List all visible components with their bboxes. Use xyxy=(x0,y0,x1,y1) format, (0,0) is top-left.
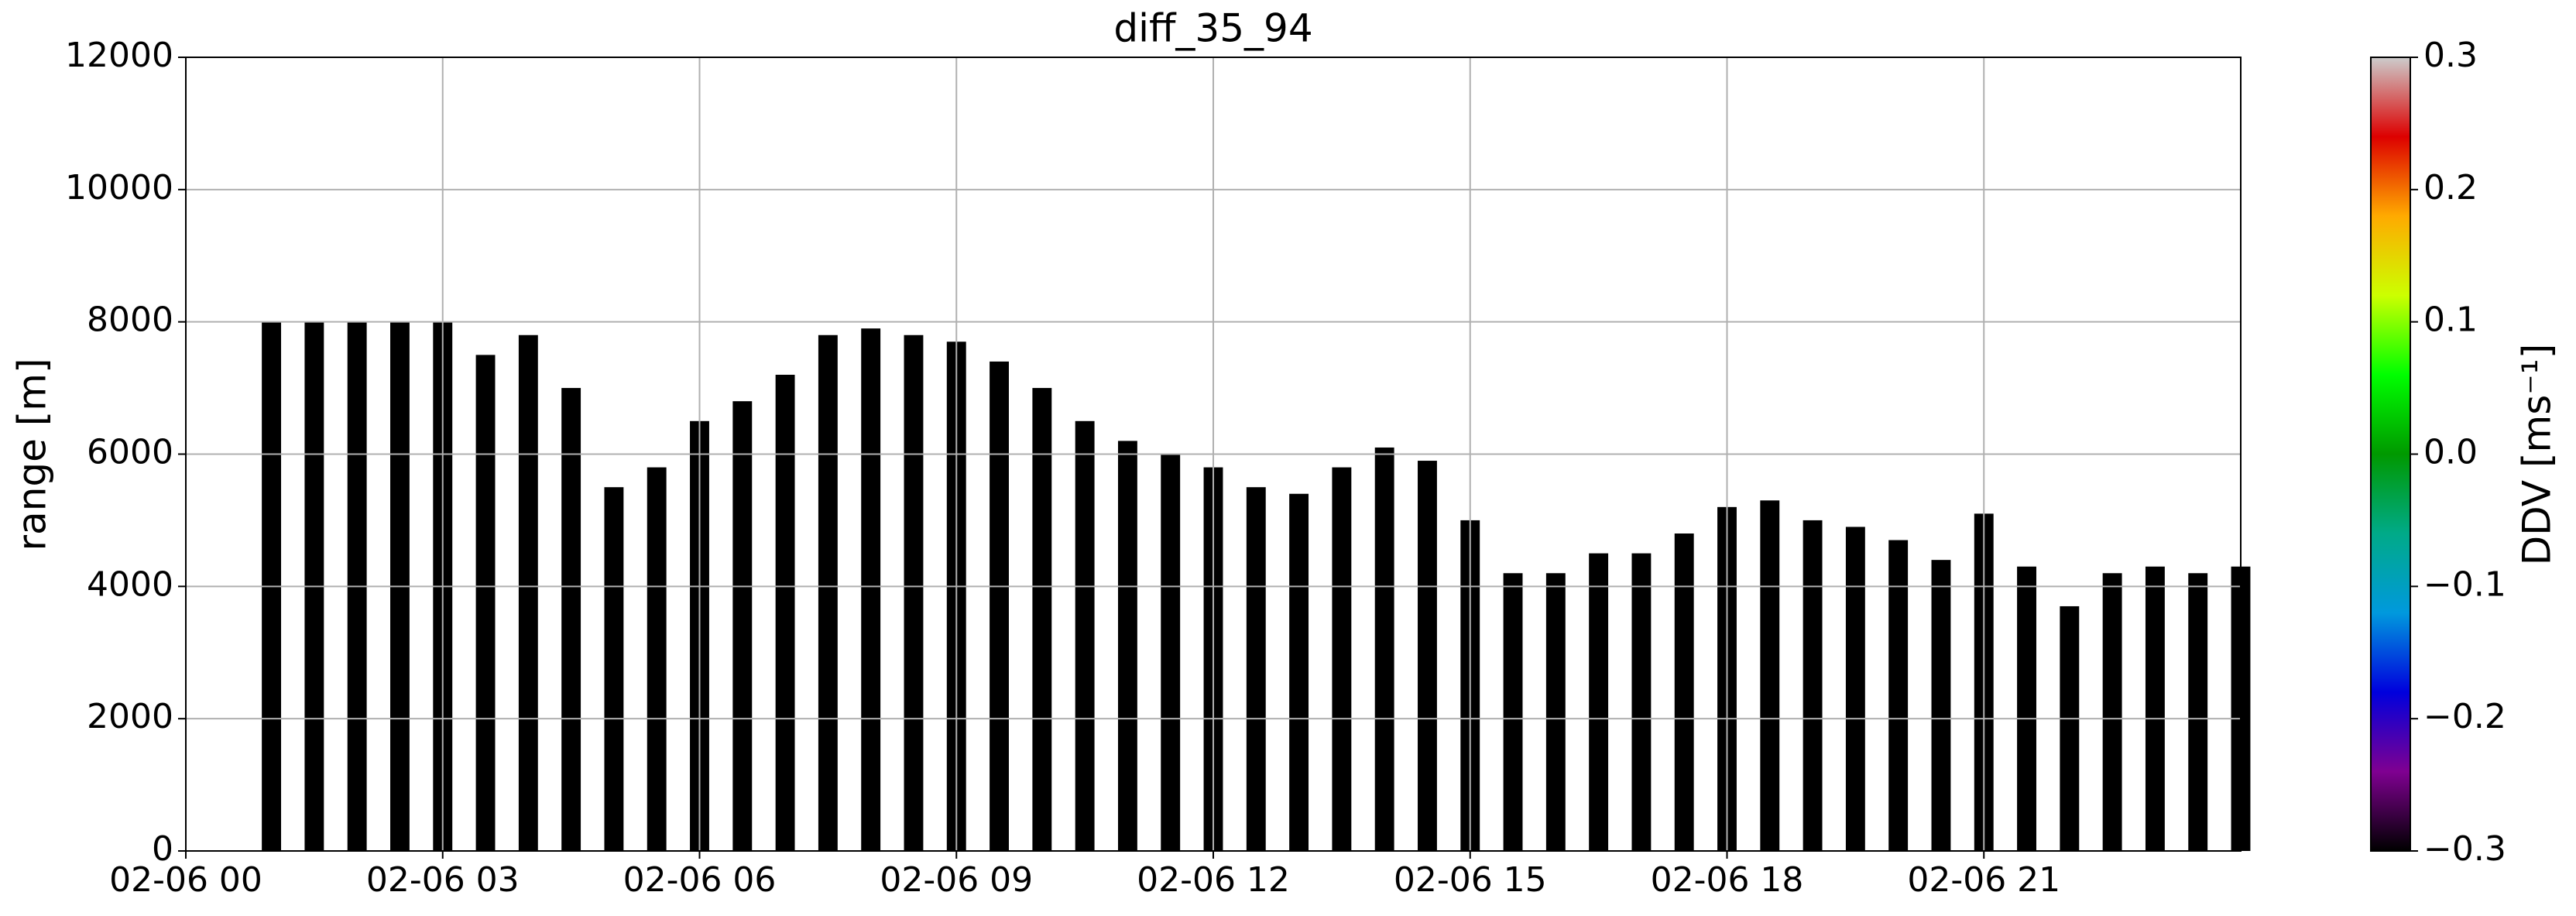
profile-bar xyxy=(2060,606,2080,851)
x-tick-label: 02-06 00 xyxy=(109,860,262,900)
profile-bar xyxy=(861,328,881,851)
profile-bar xyxy=(1075,420,1095,851)
colorbar-tick-label: 0.1 xyxy=(2423,300,2478,340)
colorbar xyxy=(2370,57,2411,852)
profile-bar xyxy=(518,334,538,851)
profile-bar xyxy=(2102,573,2122,851)
profile-bar xyxy=(1803,520,1823,851)
y-tick-label: 6000 xyxy=(87,433,173,472)
profile-bar xyxy=(1117,441,1137,851)
profile-bar xyxy=(1589,553,1609,851)
colorbar-tick-label: 0.2 xyxy=(2423,168,2478,208)
profile-bar xyxy=(1674,533,1694,851)
profile-bar xyxy=(1332,467,1352,851)
profile-bar xyxy=(1418,461,1437,851)
profile-bar xyxy=(990,361,1009,852)
x-tick-label: 02-06 06 xyxy=(623,860,777,900)
colorbar-label: DDV [ms⁻¹] xyxy=(2515,344,2560,565)
profile-bar xyxy=(1845,527,1865,851)
profile-bar xyxy=(732,401,753,851)
profile-bar xyxy=(561,388,581,851)
plot-frame xyxy=(185,57,2242,852)
profile-bar xyxy=(2145,566,2165,851)
profile-bar xyxy=(1888,540,1909,851)
profile-bar xyxy=(1503,573,1523,851)
x-tick-label: 02-06 18 xyxy=(1651,860,1804,900)
colorbar-tick-label: −0.3 xyxy=(2423,829,2506,869)
y-tick-label: 12000 xyxy=(65,36,173,75)
profile-bar xyxy=(604,487,624,851)
profile-bar xyxy=(1161,454,1181,851)
x-tick-label: 02-06 12 xyxy=(1137,860,1290,900)
y-tick-label: 0 xyxy=(152,829,173,869)
colorbar-tick-label: 0.0 xyxy=(2423,433,2478,472)
profile-bar xyxy=(2188,573,2208,851)
profile-bar xyxy=(1032,388,1052,851)
colorbar-tick-label: −0.2 xyxy=(2423,697,2506,736)
profile-bar xyxy=(818,334,838,851)
profile-bar xyxy=(2017,566,2036,851)
profile-bar xyxy=(1760,500,1780,851)
profile-bar xyxy=(1545,573,1566,851)
profile-bar xyxy=(775,375,795,851)
profile-bar xyxy=(1289,493,1309,851)
chart-title: diff_35_94 xyxy=(1113,6,1312,51)
x-tick-label: 02-06 03 xyxy=(366,860,520,900)
profile-bar xyxy=(1631,553,1652,851)
colorbar-tick-label: 0.3 xyxy=(2423,36,2478,75)
profile-bar xyxy=(475,355,496,851)
profile-bar xyxy=(1931,560,1951,851)
x-tick-label: 02-06 09 xyxy=(880,860,1033,900)
y-tick-label: 4000 xyxy=(87,564,173,604)
y-tick-label: 8000 xyxy=(87,300,173,340)
profile-bar xyxy=(904,334,924,851)
profile-bar xyxy=(1246,487,1266,851)
y-tick-label: 2000 xyxy=(87,697,173,736)
x-tick-label: 02-06 21 xyxy=(1907,860,2060,900)
y-tick-label: 10000 xyxy=(65,168,173,208)
profile-bar xyxy=(1374,447,1394,851)
profile-bar xyxy=(647,467,667,851)
y-axis-label: range [m] xyxy=(10,359,55,551)
x-tick-label: 02-06 15 xyxy=(1394,860,1547,900)
colorbar-tick-label: −0.1 xyxy=(2423,564,2506,604)
